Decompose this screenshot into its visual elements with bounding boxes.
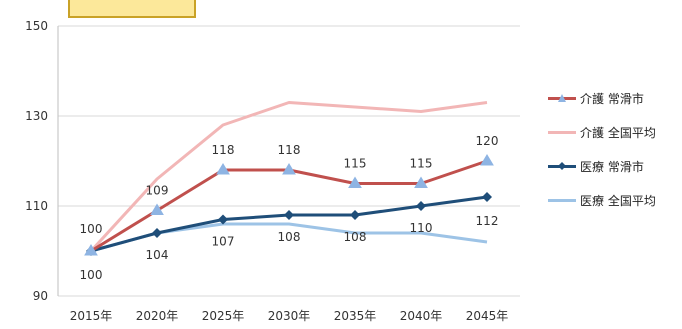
- data-label: 115: [410, 157, 433, 171]
- chart-legend: 介護 常滑市 介護 全国平均 医療 常滑市 医療 全国平均: [548, 86, 656, 222]
- legend-swatch: [548, 192, 576, 208]
- x-tick-label: 2030年: [268, 309, 311, 323]
- data-label: 109: [146, 184, 169, 198]
- legend-swatch: [548, 90, 576, 106]
- data-point: [218, 214, 228, 225]
- legend-label: 介護 常滑市: [580, 91, 644, 106]
- data-point: [84, 244, 98, 256]
- data-label: 110: [410, 221, 433, 235]
- data-label: 107: [212, 235, 235, 249]
- x-tick-label: 2025年: [202, 309, 245, 323]
- legend-label: 医療 全国平均: [580, 193, 656, 208]
- data-label: 104: [146, 248, 169, 262]
- data-point: [414, 176, 428, 188]
- data-point: [416, 201, 426, 211]
- legend-line: [548, 131, 576, 134]
- data-point: [480, 154, 494, 166]
- data-label: 115: [344, 157, 367, 171]
- x-tick-label: 2035年: [334, 309, 377, 323]
- series-line: [89, 101, 488, 253]
- legend-swatch: [548, 124, 576, 140]
- data-point: [482, 192, 492, 202]
- diamond-marker-icon: [558, 162, 566, 170]
- data-label: 108: [278, 230, 301, 244]
- x-tick-label: 2020年: [136, 309, 179, 323]
- data-label: 100: [80, 268, 103, 282]
- data-label: 112: [476, 214, 499, 228]
- chart-title-box: [68, 0, 196, 18]
- data-label: 118: [278, 143, 301, 157]
- y-tick-label: 110: [25, 199, 48, 213]
- legend-label: 医療 常滑市: [580, 159, 644, 174]
- legend-item: 介護 全国平均: [548, 120, 656, 144]
- legend-label: 介護 全国平均: [580, 125, 656, 140]
- data-point: [350, 210, 360, 220]
- legend-item: 医療 全国平均: [548, 188, 656, 212]
- x-tick-label: 2040年: [400, 309, 443, 323]
- data-label: 118: [212, 143, 235, 157]
- x-tick-label: 2015年: [70, 309, 113, 323]
- y-tick-label: 90: [33, 289, 48, 303]
- data-point: [284, 210, 294, 220]
- y-tick-label: 150: [25, 19, 48, 33]
- y-tick-label: 130: [25, 109, 48, 123]
- data-point: [282, 163, 296, 175]
- triangle-marker-icon: [558, 94, 566, 102]
- data-label: 100: [80, 222, 103, 236]
- x-tick-label: 2045年: [466, 309, 509, 323]
- data-point: [150, 203, 164, 215]
- data-point: [152, 228, 162, 238]
- legend-item: 医療 常滑市: [548, 154, 656, 178]
- data-point: [216, 163, 230, 175]
- data-label: 108: [344, 230, 367, 244]
- data-label: 120: [476, 134, 499, 148]
- legend-swatch: [548, 158, 576, 174]
- legend-line: [548, 199, 576, 202]
- data-point: [348, 176, 362, 188]
- legend-item: 介護 常滑市: [548, 86, 656, 110]
